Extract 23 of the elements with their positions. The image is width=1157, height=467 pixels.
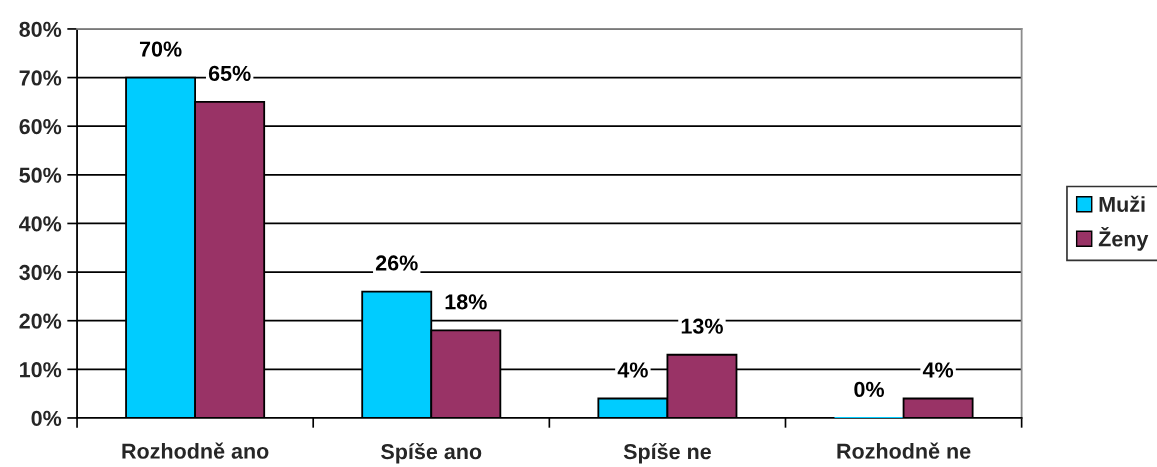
data-label: 70% (139, 41, 182, 57)
x-tick-label: Spíše ano (381, 442, 482, 464)
data-label: 4% (922, 362, 954, 378)
data-label: 65% (208, 65, 251, 81)
y-tick-label: 30% (19, 264, 62, 281)
y-tick-label: 70% (19, 70, 62, 86)
y-tick-label: 10% (20, 362, 62, 378)
data-label: 0% (854, 381, 885, 398)
x-tick-label: Spíše ne (623, 442, 711, 464)
y-tick-label: 50% (19, 167, 62, 183)
data-label: 4% (617, 362, 648, 378)
y-tick-label: 60% (19, 118, 62, 135)
y-tick-label: 20% (19, 313, 62, 329)
data-label: 18% (445, 294, 487, 310)
data-label: 13% (681, 318, 723, 334)
y-tick-label: 80% (19, 21, 62, 37)
y-tick-label: 0% (31, 410, 62, 426)
x-tick-label: Rozhodně ano (122, 442, 269, 459)
legend-label: Ženy (1098, 227, 1149, 251)
data-label: 26% (375, 255, 418, 271)
legend-label: Muži (1099, 195, 1145, 212)
y-tick-label: 40% (19, 216, 62, 232)
x-tick-label: Rozhodně ne (837, 442, 971, 459)
